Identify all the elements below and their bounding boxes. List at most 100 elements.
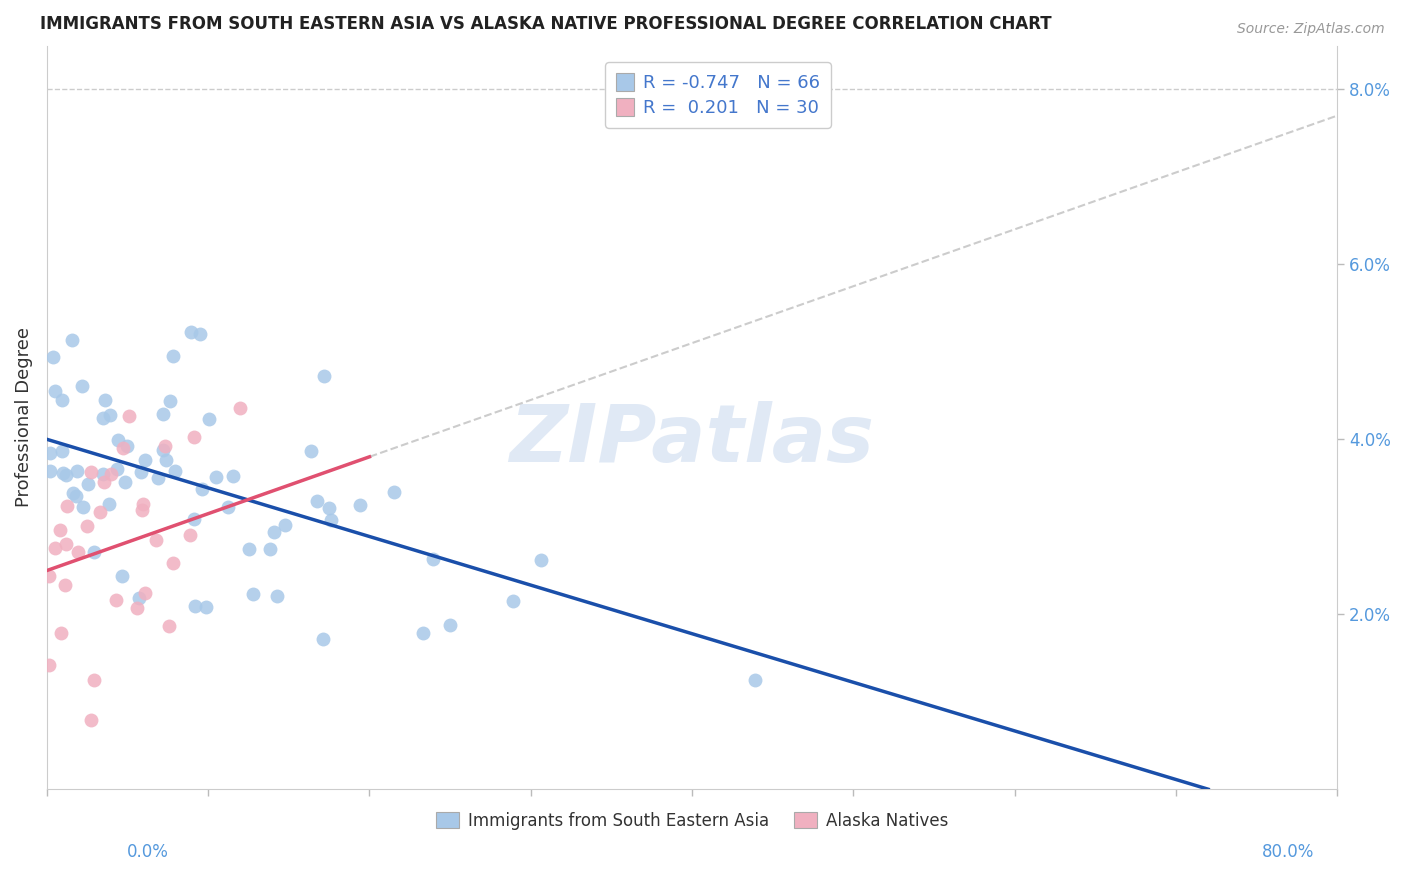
Point <box>205 470 228 484</box>
Point <box>83 545 105 559</box>
Point <box>263 525 285 540</box>
Point <box>305 494 328 508</box>
Point <box>89 505 111 519</box>
Point <box>238 542 260 557</box>
Point <box>107 433 129 447</box>
Point <box>312 632 335 647</box>
Point <box>39 464 62 478</box>
Point <box>105 462 128 476</box>
Point <box>183 430 205 444</box>
Y-axis label: Professional Degree: Professional Degree <box>15 327 32 508</box>
Point <box>60 333 83 347</box>
Point <box>242 587 264 601</box>
Point <box>530 553 553 567</box>
Point <box>111 442 134 456</box>
Point <box>162 556 184 570</box>
Point <box>134 453 156 467</box>
Point <box>198 412 221 426</box>
Point <box>105 593 128 607</box>
Point <box>132 497 155 511</box>
Point <box>93 475 115 489</box>
Point <box>51 393 73 408</box>
Point <box>299 444 322 458</box>
Point <box>44 384 66 398</box>
Point <box>38 657 60 672</box>
Point <box>51 444 73 458</box>
Point <box>180 325 202 339</box>
Point <box>38 569 60 583</box>
Point <box>183 511 205 525</box>
Point <box>80 714 103 728</box>
Point <box>62 485 84 500</box>
Point <box>77 477 100 491</box>
Text: IMMIGRANTS FROM SOUTH EASTERN ASIA VS ALASKA NATIVE PROFESSIONAL DEGREE CORRELAT: IMMIGRANTS FROM SOUTH EASTERN ASIA VS AL… <box>41 15 1052 33</box>
Point <box>129 465 152 479</box>
Point <box>44 541 66 555</box>
Point <box>131 503 153 517</box>
Point <box>148 471 170 485</box>
Point <box>229 401 252 415</box>
Point <box>49 626 72 640</box>
Point <box>117 439 139 453</box>
Point <box>159 619 181 633</box>
Point <box>349 498 371 512</box>
Point <box>152 443 174 458</box>
Point <box>153 439 176 453</box>
Text: 80.0%: 80.0% <box>1263 843 1315 861</box>
Point <box>163 464 186 478</box>
Legend: Immigrants from South Eastern Asia, Alaska Natives: Immigrants from South Eastern Asia, Alas… <box>429 805 955 837</box>
Point <box>83 673 105 688</box>
Point <box>52 466 75 480</box>
Point <box>56 499 79 513</box>
Point <box>744 673 766 687</box>
Point <box>100 408 122 422</box>
Point <box>100 467 122 481</box>
Point <box>422 552 444 566</box>
Point <box>439 617 461 632</box>
Point <box>93 467 115 482</box>
Point <box>128 591 150 605</box>
Point <box>39 446 62 460</box>
Point <box>502 594 524 608</box>
Point <box>274 518 297 533</box>
Point <box>155 453 177 467</box>
Point <box>412 626 434 640</box>
Point <box>97 497 120 511</box>
Point <box>53 578 76 592</box>
Point <box>66 545 89 559</box>
Point <box>162 349 184 363</box>
Point <box>191 482 214 496</box>
Point <box>318 500 340 515</box>
Point <box>194 599 217 614</box>
Point <box>382 485 405 500</box>
Point <box>93 393 115 408</box>
Point <box>222 469 245 483</box>
Point <box>65 489 87 503</box>
Point <box>217 500 239 515</box>
Point <box>114 475 136 489</box>
Point <box>184 599 207 613</box>
Point <box>259 542 281 557</box>
Point <box>76 519 98 533</box>
Text: Source: ZipAtlas.com: Source: ZipAtlas.com <box>1237 22 1385 37</box>
Text: 0.0%: 0.0% <box>127 843 169 861</box>
Point <box>55 467 77 482</box>
Point <box>118 409 141 423</box>
Point <box>188 327 211 342</box>
Point <box>145 533 167 547</box>
Point <box>91 411 114 425</box>
Point <box>48 523 70 537</box>
Point <box>72 379 94 393</box>
Point <box>266 589 288 603</box>
Point <box>314 368 336 383</box>
Point <box>125 601 148 615</box>
Point <box>72 500 94 514</box>
Point <box>159 393 181 408</box>
Point <box>79 465 101 479</box>
Point <box>321 512 343 526</box>
Text: ZIPatlas: ZIPatlas <box>509 401 875 479</box>
Point <box>152 407 174 421</box>
Point <box>42 350 65 364</box>
Point <box>111 568 134 582</box>
Point <box>134 586 156 600</box>
